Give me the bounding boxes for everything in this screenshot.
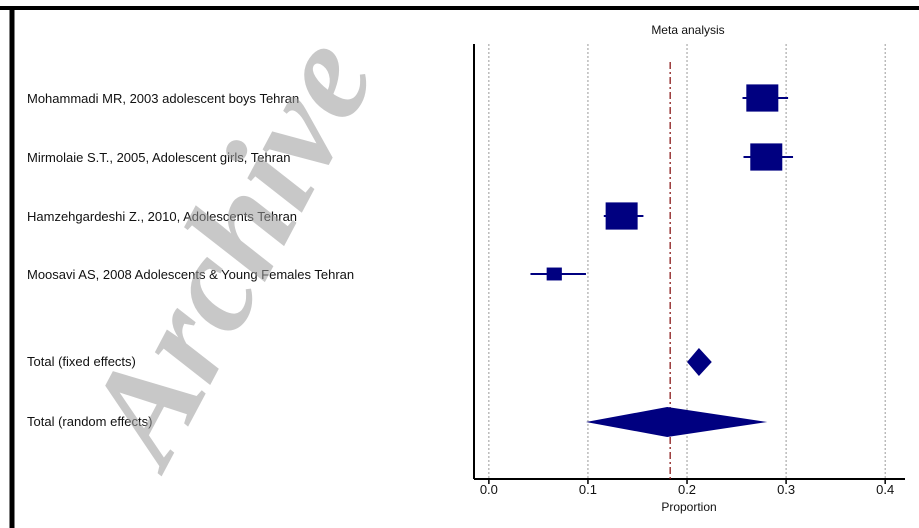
x-tick-label: 0.0	[480, 482, 498, 497]
pooled-label: Total (random effects)	[27, 414, 152, 429]
study-label: Mirmolaie S.T., 2005, Adolescent girls, …	[27, 150, 291, 165]
study-marker	[750, 143, 783, 171]
study-label: Mohammadi MR, 2003 adolescent boys Tehra…	[27, 91, 299, 106]
study-label: Hamzehgardeshi Z., 2010, Adolescents Teh…	[27, 209, 297, 224]
pooled-diamond	[687, 348, 712, 376]
study-label: Moosavi AS, 2008 Adolescents & Young Fem…	[27, 267, 354, 282]
study-markers	[530, 84, 794, 437]
x-axis-title: Proportion	[661, 500, 716, 514]
x-tick-label: 0.3	[777, 482, 795, 497]
study-marker	[546, 267, 562, 281]
x-tick-label: 0.1	[579, 482, 597, 497]
watermark-text: Archive	[52, 14, 404, 492]
x-ticks: 0.0 0.1 0.2 0.3 0.4	[480, 479, 894, 497]
x-tick-label: 0.2	[678, 482, 696, 497]
study-labels: Mohammadi MR, 2003 adolescent boys Tehra…	[27, 91, 354, 429]
grid-lines	[488, 44, 886, 479]
axes	[473, 44, 905, 480]
study-marker	[605, 202, 638, 230]
study-marker	[746, 84, 779, 112]
pooled-diamond	[585, 407, 768, 437]
x-tick-label: 0.4	[876, 482, 894, 497]
pooled-label: Total (fixed effects)	[27, 354, 136, 369]
chart-title: Meta analysis	[651, 23, 724, 37]
